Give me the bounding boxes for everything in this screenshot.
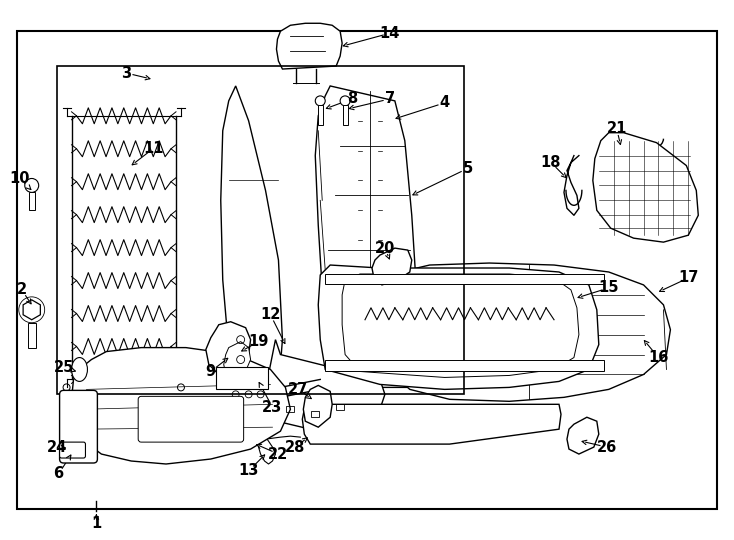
Text: 17: 17 (678, 271, 699, 286)
Bar (29, 192, 34, 210)
Text: 3: 3 (121, 65, 131, 80)
Circle shape (316, 96, 325, 106)
FancyBboxPatch shape (138, 396, 244, 442)
Polygon shape (266, 340, 385, 429)
Text: 15: 15 (598, 280, 619, 295)
Text: 7: 7 (385, 91, 395, 106)
Ellipse shape (71, 357, 87, 381)
Text: 22: 22 (269, 447, 288, 462)
Text: 9: 9 (206, 364, 216, 379)
Bar (343, 105, 348, 125)
Bar (319, 105, 323, 125)
Text: 5: 5 (462, 161, 473, 176)
Text: 18: 18 (541, 155, 562, 170)
Polygon shape (71, 348, 291, 464)
Polygon shape (567, 417, 599, 454)
Polygon shape (206, 322, 250, 374)
Polygon shape (316, 86, 420, 387)
Text: 1: 1 (91, 516, 101, 531)
Text: 28: 28 (286, 440, 305, 455)
Bar (17, 31, 717, 509)
Polygon shape (319, 265, 599, 389)
Bar (325, 360, 604, 372)
Text: 11: 11 (143, 141, 164, 156)
Polygon shape (23, 300, 40, 320)
Text: 23: 23 (262, 400, 283, 415)
Bar (286, 406, 294, 412)
Polygon shape (277, 23, 342, 69)
Text: 2: 2 (17, 282, 27, 298)
Text: 8: 8 (347, 91, 357, 106)
Circle shape (340, 96, 350, 106)
FancyBboxPatch shape (59, 390, 98, 463)
Polygon shape (302, 404, 561, 444)
Polygon shape (593, 133, 698, 242)
Bar (28, 323, 36, 348)
Polygon shape (380, 263, 670, 401)
Text: 4: 4 (440, 96, 450, 110)
Text: 26: 26 (597, 440, 617, 455)
Bar (325, 274, 604, 284)
Text: 14: 14 (379, 26, 400, 40)
Text: 21: 21 (606, 122, 627, 136)
Text: 19: 19 (248, 334, 269, 349)
Text: 20: 20 (375, 241, 395, 255)
Polygon shape (372, 248, 412, 285)
Polygon shape (342, 274, 579, 377)
Text: 10: 10 (10, 171, 30, 186)
Text: 24: 24 (46, 440, 67, 455)
Text: 27: 27 (288, 382, 308, 397)
Text: 6: 6 (54, 467, 64, 482)
Polygon shape (224, 342, 250, 381)
Bar (57, 66, 465, 394)
FancyBboxPatch shape (59, 442, 85, 458)
Circle shape (25, 179, 39, 192)
Bar (311, 411, 319, 417)
Text: 16: 16 (648, 350, 669, 365)
Bar (336, 404, 344, 410)
Text: 13: 13 (239, 463, 259, 478)
Text: 12: 12 (261, 307, 280, 322)
Text: 25: 25 (54, 360, 73, 375)
Polygon shape (303, 386, 333, 427)
Polygon shape (221, 86, 283, 407)
Bar (216, 368, 267, 389)
